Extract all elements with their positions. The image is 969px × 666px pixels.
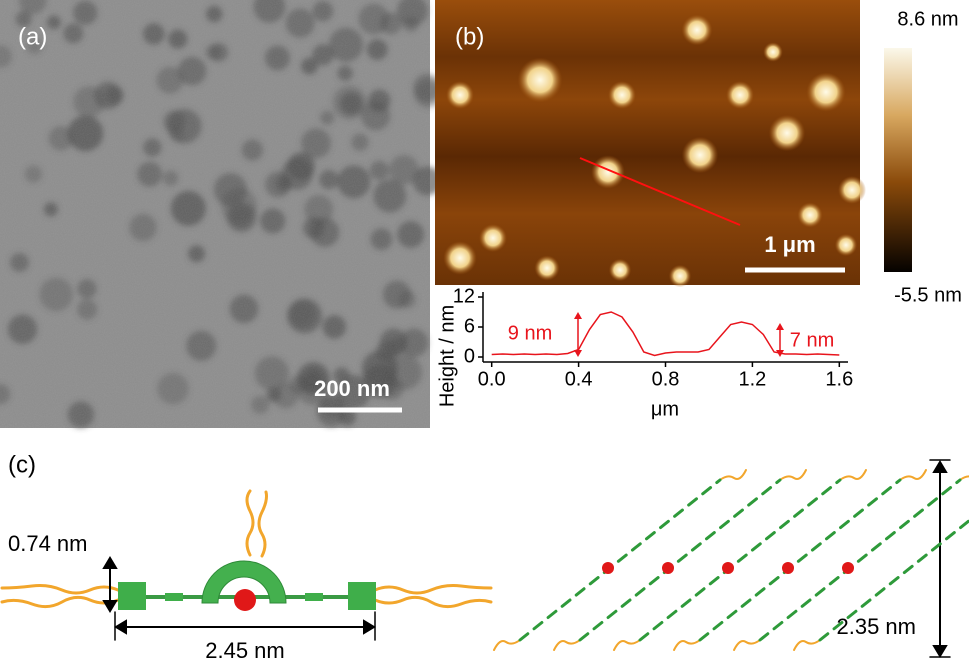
alkyl-chain: [553, 639, 581, 651]
annotation: 7 nm: [790, 329, 834, 351]
backbone: [698, 478, 902, 642]
afm-particle: [726, 81, 754, 109]
height-profile: 0 6 12 0.0 0.4 0.8 1.2 1.6 Height / nm μm 9 nm 7 nm: [436, 285, 853, 420]
afm-particle: [608, 81, 636, 109]
afm-particle: [443, 241, 477, 275]
afm-particle: [838, 176, 866, 204]
x-tick-label: 0.4: [565, 368, 593, 390]
afm-particle: [668, 264, 692, 288]
alkyl-chain: [839, 469, 867, 481]
y-axis-label: Height / nm: [436, 305, 458, 407]
afm-particle: [517, 57, 563, 103]
y-tick-label: 12: [453, 285, 475, 307]
molecule-diagram: [0, 459, 969, 658]
backbone: [818, 518, 969, 642]
x-tick-label: 0.0: [478, 368, 506, 390]
dimension-label: 2.45 nm: [205, 638, 285, 663]
alkyl-chain: [959, 475, 969, 481]
metal-ion: [662, 562, 674, 574]
afm-particle: [763, 42, 783, 62]
afm-particle: [479, 224, 507, 252]
afm-particle: [591, 155, 625, 189]
annotation: 9 nm: [508, 322, 552, 344]
afm-particle: [608, 258, 632, 282]
alkyl-chain: [779, 469, 807, 481]
scale-label: 1 μm: [764, 232, 815, 257]
afm-particle: [768, 114, 806, 152]
arrow-head: [776, 323, 784, 330]
arrow-head: [574, 350, 582, 357]
backbone: [518, 478, 722, 642]
colorbar-max: 8.6 nm: [897, 8, 958, 30]
dimension-label: 0.74 nm: [8, 531, 88, 556]
arrow-head: [574, 312, 582, 319]
afm-particle: [806, 72, 846, 112]
afm-particle: [534, 255, 560, 281]
panel-label: (c): [8, 451, 36, 478]
y-tick-label: 0: [464, 345, 475, 367]
metal-ion: [782, 562, 794, 574]
x-tick-label: 1.2: [738, 368, 766, 390]
dimension-label: 2.35 nm: [837, 614, 917, 639]
scale-label: 200 nm: [314, 376, 390, 401]
backbone: [638, 478, 842, 642]
afm-particle: [681, 136, 719, 174]
backbone: [578, 478, 782, 642]
x-tick-label: 1.6: [825, 368, 853, 390]
colorbar-min: -5.5 nm: [894, 284, 962, 306]
alkyl-chain: [719, 469, 747, 481]
panel-label: (a): [18, 23, 47, 50]
profile-line: [579, 157, 741, 226]
colorbar: [884, 48, 912, 272]
panel-label: (b): [455, 23, 484, 50]
alkyl-chain: [493, 639, 521, 651]
x-tick-label: 0.8: [652, 368, 680, 390]
afm-particle: [797, 202, 823, 228]
tem-image: [0, 0, 443, 428]
y-tick-label: 6: [464, 315, 475, 337]
afm-particle: [446, 81, 474, 109]
alkyl-chain: [899, 469, 927, 481]
metal-ion: [602, 562, 614, 574]
backbone: [758, 478, 962, 642]
afm-image: [435, 0, 866, 288]
afm-particle: [681, 14, 713, 46]
arrow-head: [776, 350, 784, 357]
metal-ion: [722, 562, 734, 574]
alkyl-chain: [613, 639, 641, 651]
metal-ion: [842, 562, 854, 574]
alkyl-chain: [793, 639, 821, 651]
alkyl-chain: [673, 639, 701, 651]
afm-particle: [834, 233, 858, 257]
x-axis-label: μm: [651, 398, 679, 420]
alkyl-chain: [733, 639, 761, 651]
